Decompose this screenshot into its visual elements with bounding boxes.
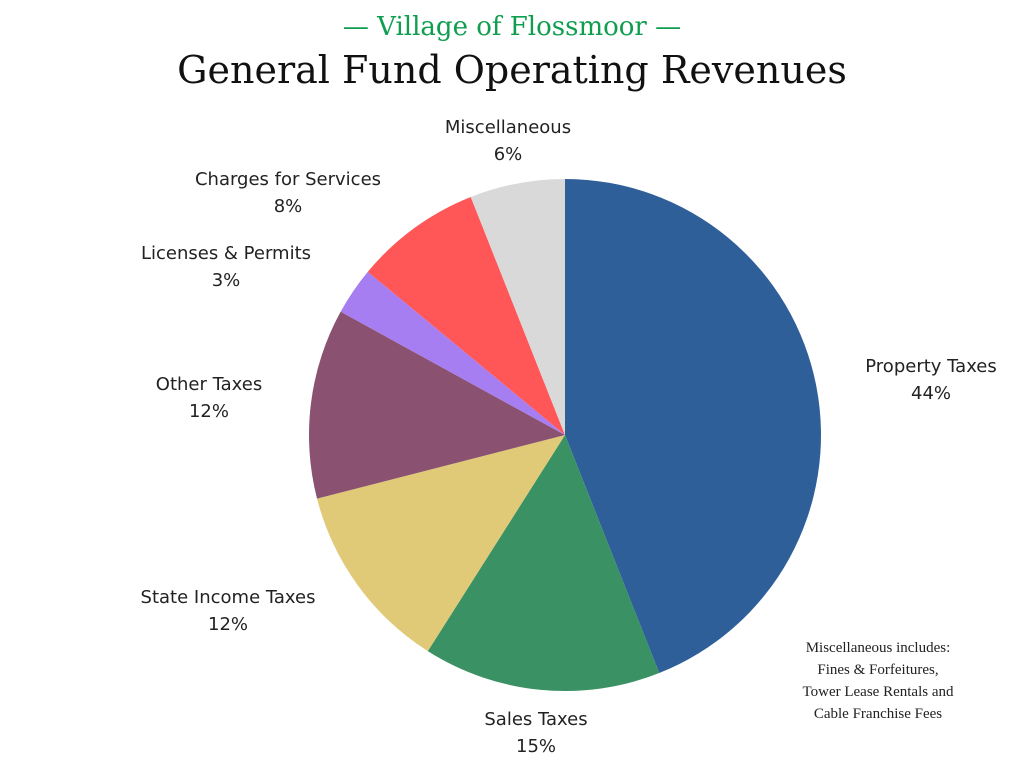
chart-subtitle: — Village of Flossmoor —	[342, 12, 682, 42]
slice-label-value: 15%	[515, 736, 557, 757]
slice-label-name: Other Taxes	[155, 374, 263, 395]
slice-label: Other Taxes 12%	[156, 371, 262, 425]
slice-label: Property Taxes 44%	[865, 353, 996, 407]
slice-label-value: 3%	[211, 270, 241, 291]
misc-annotation: Miscellaneous includes: Fines & Forfeitu…	[803, 637, 954, 725]
annotation-line: Miscellaneous includes:	[805, 640, 951, 656]
chart-title: General Fund Operating Revenues	[177, 48, 847, 92]
pie-slice-charges-for-services	[367, 196, 565, 435]
pie-slice-other-taxes	[309, 311, 565, 499]
pie-slice-property-taxes	[565, 179, 821, 674]
annotation-line: Cable Franchise Fees	[813, 706, 943, 722]
slice-label-name: State Income Taxes	[140, 587, 316, 608]
slice-label-name: Miscellaneous	[444, 117, 572, 138]
slice-label: Licenses & Permits 3%	[141, 240, 311, 294]
slice-label: Charges for Services 8%	[195, 166, 381, 220]
slice-label-value: 12%	[188, 401, 229, 422]
slice-label: Miscellaneous 6%	[445, 114, 571, 168]
slice-label-value: 6%	[493, 144, 523, 165]
slice-label-name: Sales Taxes	[484, 709, 588, 730]
annotation-line: Fines & Forfeitures,	[817, 662, 939, 678]
slice-label: Sales Taxes 15%	[484, 706, 587, 760]
pie-slice-sales-taxes	[427, 435, 660, 691]
slice-label-name: Licenses & Permits	[140, 243, 312, 264]
pie-slice-miscellaneous	[470, 179, 565, 435]
slice-label-name: Property Taxes	[865, 356, 997, 377]
slice-label-value: 8%	[273, 196, 303, 217]
slice-label-value: 44%	[910, 383, 952, 404]
slice-label: State Income Taxes 12%	[141, 584, 316, 638]
slice-label-name: Charges for Services	[194, 169, 382, 190]
slice-label-value: 12%	[207, 614, 249, 635]
annotation-line: Tower Lease Rentals and	[802, 684, 954, 700]
pie-slice-licenses-permits	[340, 271, 565, 435]
pie-slice-state-income-taxes	[317, 435, 565, 652]
